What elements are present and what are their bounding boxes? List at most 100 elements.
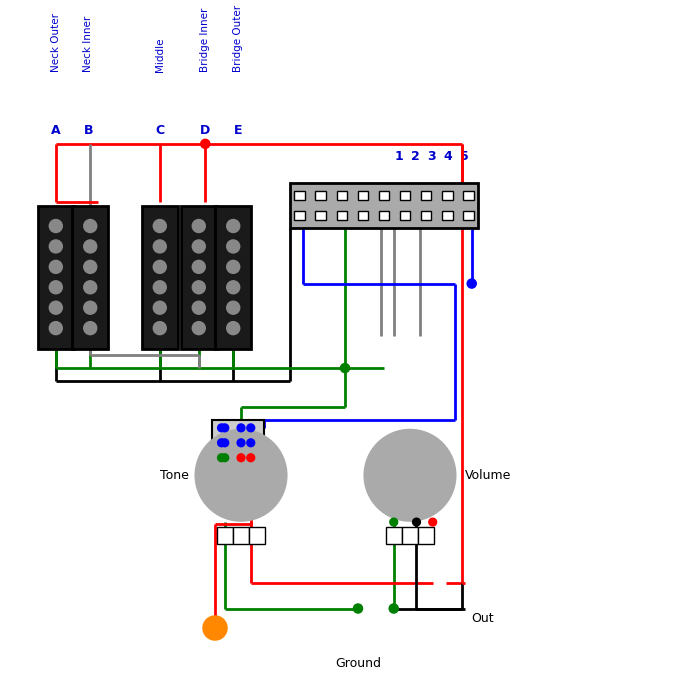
Bar [386,527,402,543]
Circle shape [49,220,62,233]
Circle shape [227,261,239,273]
Circle shape [195,430,286,520]
Circle shape [83,281,97,294]
Bar [295,211,305,220]
Bar [442,211,453,220]
Bar [142,206,177,349]
Bar [38,206,74,349]
Circle shape [153,301,166,314]
Bar [215,206,251,349]
Circle shape [193,322,205,335]
Circle shape [201,139,210,148]
Circle shape [153,322,166,335]
Text: 3: 3 [427,150,436,164]
Circle shape [83,220,97,233]
Text: B: B [83,124,93,137]
Circle shape [49,301,62,314]
Bar [315,191,326,200]
Bar [463,191,473,200]
Circle shape [247,454,255,462]
Circle shape [227,322,239,335]
Bar [400,191,411,200]
Bar [357,211,368,220]
Circle shape [49,240,62,253]
Circle shape [221,424,228,432]
Bar [181,206,217,349]
Text: Neck Inner: Neck Inner [83,16,93,72]
Circle shape [221,454,228,462]
Bar [315,211,326,220]
Circle shape [247,424,255,432]
Bar [250,527,265,543]
Bar [212,420,264,462]
Text: Volume: Volume [465,468,511,482]
Circle shape [153,281,166,294]
Circle shape [429,518,437,526]
Circle shape [467,279,476,288]
Bar [379,211,389,220]
Circle shape [193,301,205,314]
Bar [421,211,431,220]
Circle shape [217,454,226,462]
Circle shape [364,430,455,520]
Circle shape [204,616,227,640]
Bar [337,191,347,200]
Circle shape [83,240,97,253]
Bar [290,183,478,228]
Circle shape [227,240,239,253]
Text: 1: 1 [395,150,404,164]
Circle shape [221,439,228,447]
Circle shape [193,281,205,294]
Text: Out: Out [472,612,494,625]
Circle shape [193,240,205,253]
Circle shape [237,454,245,462]
Circle shape [389,604,398,613]
Circle shape [227,281,239,294]
Circle shape [227,220,239,233]
Bar [217,527,233,543]
Bar [337,211,347,220]
Text: A: A [51,124,61,137]
Text: D: D [200,124,210,137]
Bar [421,191,431,200]
Circle shape [247,439,255,447]
Text: 4: 4 [443,150,452,164]
Circle shape [49,261,62,273]
Circle shape [49,281,62,294]
Text: Bridge Outer: Bridge Outer [233,6,243,72]
Bar [442,191,453,200]
Circle shape [340,364,350,373]
Text: E: E [233,124,242,137]
Circle shape [153,240,166,253]
Circle shape [217,424,226,432]
Bar [463,211,473,220]
Bar [233,527,249,543]
Circle shape [153,220,166,233]
Text: 5: 5 [460,150,469,164]
Circle shape [193,220,205,233]
Bar [400,211,411,220]
Bar [379,191,389,200]
Bar [295,191,305,200]
Bar [357,191,368,200]
Circle shape [193,261,205,273]
Circle shape [153,261,166,273]
Text: C: C [155,124,164,137]
Circle shape [237,439,245,447]
Text: 2: 2 [411,150,420,164]
Circle shape [49,322,62,335]
Text: Tone: Tone [160,468,189,482]
Text: Middle: Middle [155,38,165,72]
Text: Neck Outer: Neck Outer [51,13,61,72]
Circle shape [237,424,245,432]
Circle shape [217,439,226,447]
Bar [402,527,417,543]
Bar [72,206,108,349]
Text: Ground: Ground [335,657,381,670]
Circle shape [83,301,97,314]
Text: Bridge Inner: Bridge Inner [200,8,210,72]
Circle shape [227,301,239,314]
Circle shape [353,604,362,613]
Circle shape [390,518,397,526]
Circle shape [413,518,420,526]
